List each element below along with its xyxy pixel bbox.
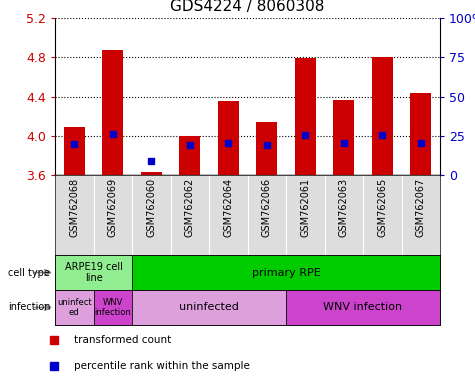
Bar <box>55 255 132 290</box>
Text: WNV infection: WNV infection <box>323 303 403 313</box>
Bar <box>179 136 200 175</box>
Bar <box>294 58 316 175</box>
Bar <box>256 122 277 175</box>
Text: GSM762060: GSM762060 <box>146 177 156 237</box>
Text: uninfected: uninfected <box>179 303 239 313</box>
Bar <box>371 57 393 175</box>
Text: GSM762068: GSM762068 <box>69 177 79 237</box>
Bar <box>64 127 85 175</box>
Bar <box>94 290 132 325</box>
Title: GDS4224 / 8060308: GDS4224 / 8060308 <box>171 0 325 14</box>
Text: cell type: cell type <box>9 268 50 278</box>
Bar <box>410 93 431 175</box>
Bar <box>132 290 286 325</box>
Bar <box>218 101 239 175</box>
Text: ARPE19 cell
line: ARPE19 cell line <box>65 262 123 283</box>
Text: GSM762069: GSM762069 <box>108 177 118 237</box>
Text: primary RPE: primary RPE <box>252 268 320 278</box>
Text: percentile rank within the sample: percentile rank within the sample <box>74 361 250 371</box>
Bar <box>132 255 440 290</box>
Bar <box>55 290 94 325</box>
Bar <box>333 101 354 175</box>
Text: GSM762066: GSM762066 <box>262 177 272 237</box>
Text: infection: infection <box>8 303 50 313</box>
Text: GSM762063: GSM762063 <box>339 177 349 237</box>
Text: WNV
infection: WNV infection <box>95 298 131 317</box>
Text: uninfect
ed: uninfect ed <box>57 298 92 317</box>
Text: GSM762065: GSM762065 <box>377 177 387 237</box>
Text: transformed count: transformed count <box>74 336 171 346</box>
Text: GSM762061: GSM762061 <box>300 177 310 237</box>
Bar <box>141 172 162 175</box>
Bar <box>102 50 124 175</box>
Text: GSM762064: GSM762064 <box>223 177 233 237</box>
Text: GSM762062: GSM762062 <box>185 177 195 237</box>
Bar <box>286 290 440 325</box>
Text: GSM762067: GSM762067 <box>416 177 426 237</box>
